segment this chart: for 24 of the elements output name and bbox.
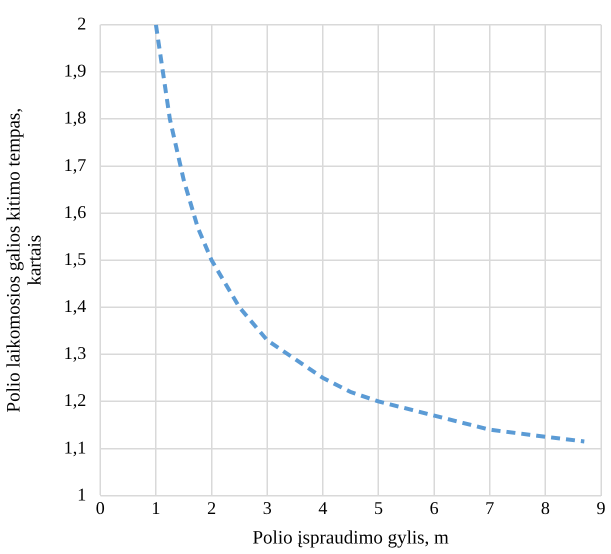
- x-tick-label: 3: [262, 498, 272, 518]
- x-tick-label: 5: [374, 498, 383, 518]
- x-tick-label: 7: [485, 498, 494, 518]
- x-axis-title: Polio įspraudimo gylis, m: [252, 528, 450, 549]
- y-tick-label: 1,1: [64, 437, 86, 458]
- x-tick-label: 1: [151, 498, 160, 518]
- y-tick-label: 1,7: [64, 154, 86, 175]
- x-tick-label: 0: [96, 498, 105, 518]
- y-axis-title: Polio laikomosios galios kitimo tempas, kartais: [3, 108, 46, 412]
- x-tick-label: 8: [540, 498, 550, 518]
- x-tick-label: 2: [207, 498, 216, 518]
- y-tick-label: 1,9: [64, 60, 86, 81]
- y-tick-label: 2: [77, 14, 86, 34]
- y-tick-label: 1: [77, 484, 86, 504]
- line-series: [154, 24, 586, 444]
- y-tick-label: 1,4: [64, 296, 86, 316]
- x-tick-label: 6: [430, 498, 439, 518]
- x-tick-label: 4: [318, 498, 328, 518]
- y-tick-label: 1,5: [64, 248, 86, 269]
- y-tick-label: 1,6: [64, 202, 86, 222]
- x-tick-label: 9: [596, 498, 606, 518]
- y-tick-label: 1,8: [64, 108, 86, 128]
- y-tick-label: 1,3: [64, 343, 86, 364]
- y-tick-label: 1,2: [64, 390, 86, 410]
